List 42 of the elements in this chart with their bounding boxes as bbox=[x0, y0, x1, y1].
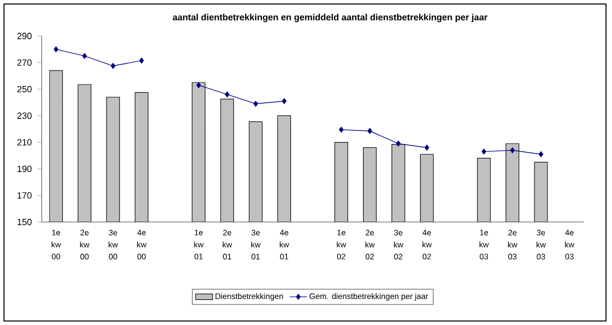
point bbox=[396, 140, 401, 147]
x-tick-label: 3e kw 01 bbox=[251, 230, 261, 260]
y-tick-label: 250 bbox=[17, 86, 32, 92]
x-tick-label: 2e kw 01 bbox=[222, 230, 232, 260]
x-tick-label: 4e kw 00 bbox=[137, 230, 146, 260]
y-tick-label: 170 bbox=[18, 192, 32, 199]
y-tick-label: 190 bbox=[18, 166, 32, 172]
y-tick-label: 270 bbox=[17, 59, 32, 66]
x-tick-label: 1e kw 03 bbox=[480, 230, 489, 260]
x-tick-label: 1e kw 01 bbox=[194, 230, 204, 260]
point bbox=[139, 58, 144, 64]
x-tick-label: 3e kw 03 bbox=[536, 230, 546, 260]
point bbox=[424, 144, 430, 151]
point bbox=[253, 100, 258, 107]
y-tick-label: 150 bbox=[18, 218, 32, 226]
x-tick-label: 3e kw 00 bbox=[108, 230, 118, 260]
point bbox=[538, 151, 544, 158]
point bbox=[510, 147, 515, 154]
y-tick-label: 210 bbox=[17, 139, 32, 146]
point bbox=[367, 128, 372, 134]
point bbox=[196, 82, 201, 88]
x-tick-label: 3e kw 02 bbox=[394, 230, 404, 260]
x-tick-label: 2e kw 02 bbox=[365, 230, 375, 260]
x-tick-label: 4e kw 03 bbox=[565, 230, 574, 260]
point bbox=[110, 62, 116, 69]
x-tick-label: 2e kw 00 bbox=[80, 230, 90, 260]
chart-title: aantal dientbetrekkingen en gemiddeld aantal dienstbetrekkingen per jaar bbox=[172, 14, 488, 22]
legend-label: Gem. dienstbetrekkingen per jaar bbox=[310, 293, 428, 301]
point bbox=[338, 126, 344, 133]
x-tick-label: 4e kw 02 bbox=[422, 230, 432, 260]
point bbox=[482, 148, 486, 155]
point bbox=[224, 92, 230, 98]
legend-label: Dienstbetrekkingen bbox=[216, 293, 283, 301]
y-tick-label: 290 bbox=[17, 32, 32, 40]
x-tick-label: 4e kw 01 bbox=[280, 230, 290, 260]
point bbox=[282, 98, 287, 104]
x-tick-label: 1e kw 02 bbox=[336, 230, 346, 260]
y-tick-label: 230 bbox=[17, 112, 32, 119]
point bbox=[54, 46, 58, 52]
x-tick-label: 2e kw 03 bbox=[508, 230, 518, 260]
x-tick-label: 1e kw 00 bbox=[52, 230, 61, 260]
point bbox=[82, 52, 87, 59]
